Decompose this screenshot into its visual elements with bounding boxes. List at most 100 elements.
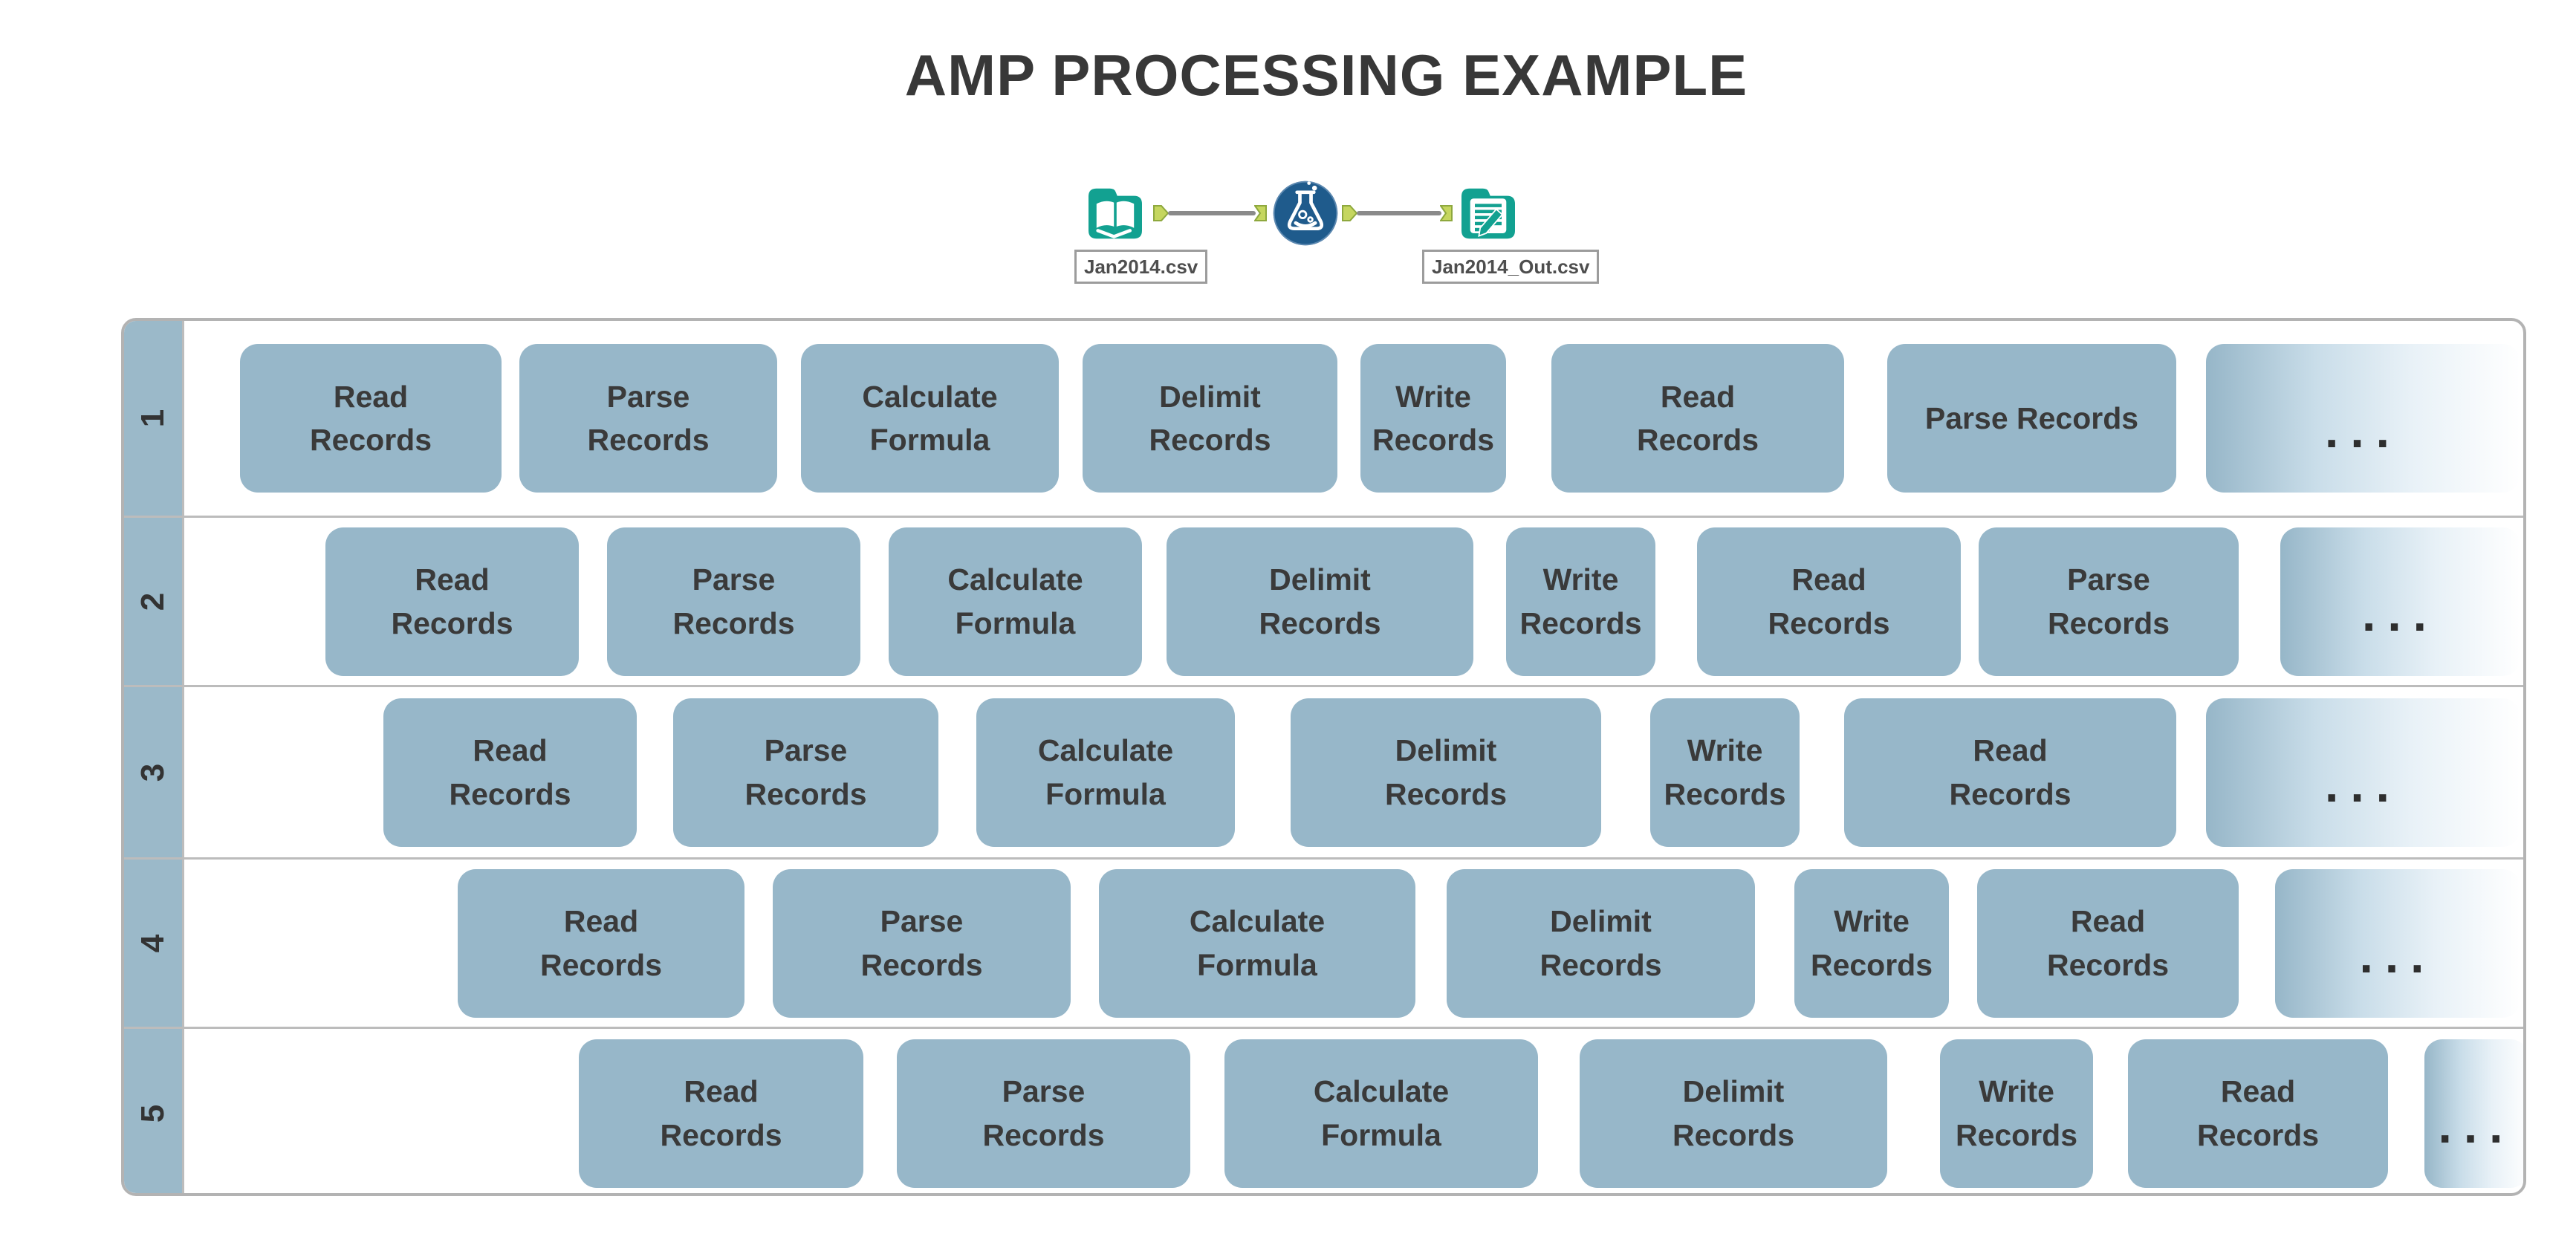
process-box: Read Records [579, 1039, 863, 1188]
process-box: Delimit Records [1447, 868, 1755, 1018]
process-box: Calculate Formula [976, 698, 1235, 847]
process-box-label: Write Records [1810, 904, 1933, 982]
connector-input-anchor-icon [1439, 205, 1456, 221]
process-box: Parse Records [1887, 344, 2176, 493]
process-box-label: Read Records [2196, 1074, 2320, 1152]
ellipsis-label: ... [2324, 756, 2401, 812]
process-box-label: Calculate Formula [947, 562, 1083, 640]
ellipsis-label: ... [2438, 1097, 2515, 1153]
process-box: Calculate Formula [1224, 1039, 1538, 1188]
formula-flask-tool-icon [1271, 178, 1340, 248]
process-box-label: Read Records [2046, 904, 2170, 982]
process-box: Read Records [1551, 344, 1844, 493]
ellipsis-box: ... [2206, 344, 2520, 493]
process-box-label: Parse Records [744, 733, 867, 811]
row-number-label: 5 [124, 1029, 184, 1193]
process-box-label: Parse Records [982, 1074, 1105, 1152]
process-box-label: Calculate Formula [862, 379, 998, 457]
row-number-label: 1 [124, 321, 184, 516]
process-box: Write Records [1506, 527, 1655, 676]
process-box: Delimit Records [1167, 527, 1473, 676]
swimlane-row: 3 Read Records Parse Records Calculate Form… [124, 687, 2523, 860]
process-box-label: Parse Records [2047, 562, 2170, 640]
process-box-label: Write Records [1664, 733, 1786, 811]
process-box-label: Parse Records [1924, 400, 2139, 435]
process-box: Read Records [1977, 868, 2239, 1018]
process-box-label: Read Records [391, 562, 513, 640]
process-box: Parse Records [519, 344, 777, 493]
process-box: Parse Records [897, 1039, 1190, 1188]
page-title: AMP PROCESSING EXAMPLE [904, 42, 1748, 108]
process-box-label: Read Records [449, 733, 571, 811]
process-box-label: Parse Records [672, 562, 795, 640]
process-box: Delimit Records [1291, 698, 1601, 847]
process-box: Write Records [1360, 344, 1506, 493]
swimlane-row: 2 Read Records Parse Records Calculate Form… [124, 518, 2523, 687]
row-number-text: 3 [134, 763, 171, 782]
output-data-tool-icon [1455, 180, 1522, 247]
process-box-label: Delimit Records [1259, 562, 1381, 640]
row-number-label: 2 [124, 518, 184, 685]
process-box: Read Records [325, 527, 579, 676]
connector-line [1357, 211, 1441, 215]
process-box: Read Records [1844, 698, 2176, 847]
process-box-label: Write Records [1519, 562, 1642, 640]
row-number-text: 5 [134, 1104, 171, 1123]
process-box: Parse Records [607, 527, 860, 676]
row-number-label: 4 [124, 860, 184, 1027]
connector-input-anchor-icon [1253, 205, 1271, 221]
process-box: Read Records [1697, 527, 1961, 676]
swimlane-row: 5 Read Records Parse Records Calculate Form… [124, 1029, 2523, 1193]
lane-content: Read Records Parse Records Calculate Formu… [184, 1029, 2523, 1193]
process-box-label: Read Records [1636, 379, 1759, 457]
ellipsis-label: ... [2361, 585, 2439, 641]
lane-content: Read Records Parse Records Calculate Formu… [184, 321, 2523, 516]
process-box: Read Records [2128, 1039, 2388, 1188]
process-box: Write Records [1650, 698, 1800, 847]
process-box-label: Delimit Records [1384, 733, 1508, 811]
process-box-label: Delimit Records [1540, 904, 1662, 982]
lane-content: Read Records Parse Records Calculate Formu… [184, 518, 2523, 685]
connector-line [1168, 211, 1256, 215]
process-box: Delimit Records [1580, 1039, 1887, 1188]
process-box-label: Delimit Records [1672, 1074, 1795, 1152]
connector-output-arrow-icon [1153, 205, 1169, 221]
process-box: Delimit Records [1083, 344, 1337, 493]
process-box-label: Calculate Formula [1037, 733, 1174, 811]
process-box: Parse Records [673, 698, 938, 847]
swimlane-row: 4 Read Records Parse Records Calculate Form… [124, 860, 2523, 1029]
process-box-label: Write Records [1372, 379, 1495, 457]
process-box-label: Read Records [660, 1074, 782, 1152]
process-box-label: Delimit Records [1149, 379, 1271, 457]
process-box-label: Read Records [1949, 733, 2071, 811]
process-box-label: Read Records [1768, 562, 1890, 640]
row-number-text: 4 [134, 934, 171, 952]
ellipsis-box: ... [2275, 868, 2520, 1018]
input-data-tool-icon [1082, 180, 1149, 247]
process-box-label: Write Records [1955, 1074, 2078, 1152]
process-box-label: Calculate Formula [1189, 904, 1326, 982]
process-box-label: Parse Records [860, 904, 983, 982]
process-box: Read Records [240, 344, 502, 493]
process-box: Write Records [1794, 868, 1949, 1018]
input-file-label: Jan2014.csv [1074, 250, 1208, 284]
process-box: Calculate Formula [889, 527, 1142, 676]
ellipsis-label: ... [2324, 403, 2401, 458]
ellipsis-box: ... [2280, 527, 2520, 676]
process-box: Read Records [383, 698, 637, 847]
row-number-text: 1 [134, 409, 171, 428]
process-box: Read Records [458, 868, 744, 1018]
ellipsis-box: ... [2424, 1039, 2523, 1188]
process-box: Parse Records [773, 868, 1071, 1018]
process-box: Calculate Formula [1099, 868, 1415, 1018]
process-box: Calculate Formula [801, 344, 1059, 493]
process-box-label: Read Records [539, 904, 663, 982]
ellipsis-box: ... [2206, 698, 2520, 847]
process-box: Write Records [1940, 1039, 2093, 1188]
swimlane-table: 1 Read Records Parse Records Calculate Form… [121, 318, 2526, 1196]
connector-output-arrow-icon [1342, 205, 1358, 221]
ellipsis-label: ... [2359, 927, 2436, 983]
process-box-label: Read Records [309, 379, 432, 457]
process-box-label: Calculate Formula [1313, 1074, 1450, 1152]
lane-content: Read Records Parse Records Calculate Formu… [184, 860, 2523, 1027]
